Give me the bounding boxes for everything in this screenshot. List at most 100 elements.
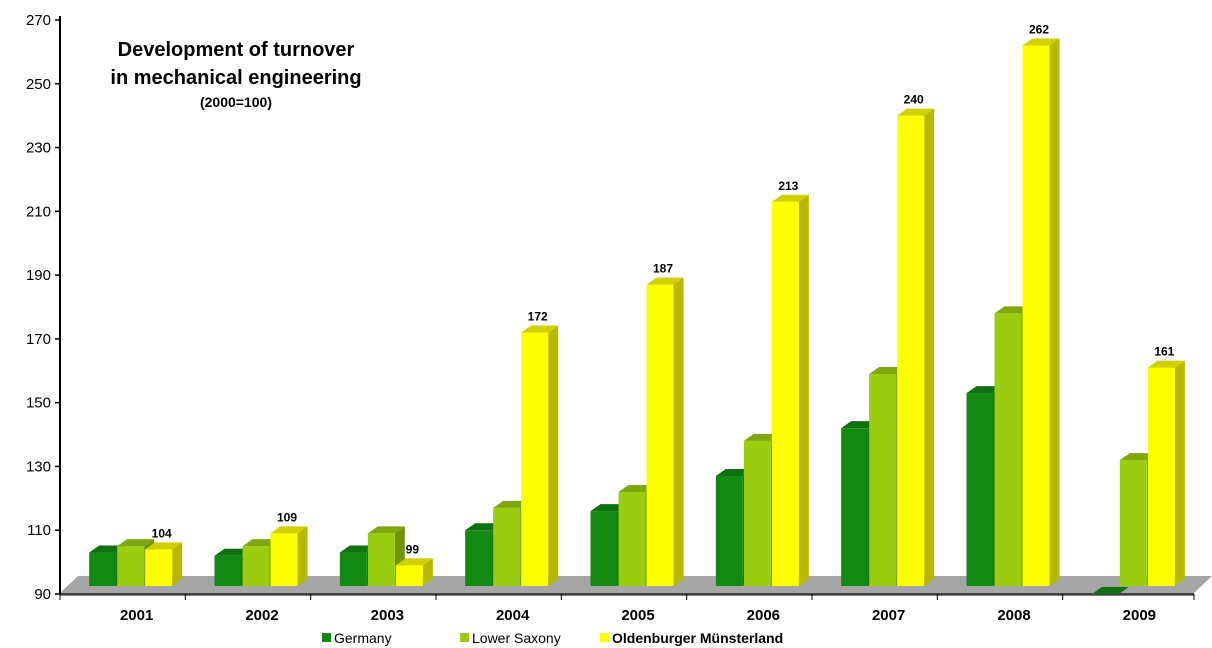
bar-front: [618, 491, 646, 586]
bar-top: [465, 523, 503, 531]
bar-front: [841, 428, 869, 586]
bar-top: [1119, 453, 1157, 461]
y-tick-label: 90: [34, 586, 51, 603]
bar-top: [841, 421, 879, 429]
bar-front: [869, 373, 897, 586]
bar-top: [214, 548, 252, 556]
y-tick-label: 150: [26, 395, 51, 412]
data-label: 109: [277, 510, 297, 524]
bar-front: [715, 476, 743, 586]
y-tick-label: 110: [27, 522, 51, 539]
bar-side: [297, 526, 308, 586]
bar-front: [339, 552, 367, 586]
y-axis: 90 110 130 150 170 190 210 230 250 270: [26, 12, 1195, 603]
x-tick-label: 2006: [747, 607, 780, 624]
bar-top: [521, 325, 559, 333]
bar-front: [117, 546, 145, 586]
bar-front: [1022, 45, 1050, 587]
bar-oldenburger-m-nsterland-2007: [897, 108, 935, 587]
bar-top: [618, 484, 656, 492]
y-tick-label: 130: [26, 458, 51, 475]
y-tick-label: 170: [26, 331, 51, 348]
bar-side: [548, 325, 559, 586]
chart-subtitle: (2000=100): [200, 94, 272, 110]
bar-front: [646, 284, 674, 586]
bar-front: [743, 440, 771, 586]
bar-side: [172, 542, 183, 586]
bar-oldenburger-m-nsterland-2004: [521, 325, 559, 586]
legend-label: Lower Saxony: [472, 630, 561, 646]
legend-swatch: [600, 633, 609, 642]
bar-front: [89, 552, 117, 586]
legend-label: Germany: [334, 630, 392, 646]
chart-title-line-2: in mechanical engineering: [110, 67, 361, 89]
bar-top: [966, 386, 1004, 394]
y-tick-label: 230: [26, 140, 51, 157]
y-tick-label: 210: [26, 203, 51, 220]
bar-oldenburger-m-nsterland-2003: [395, 558, 433, 586]
bar-oldenburger-m-nsterland-2009: [1147, 360, 1185, 586]
y-tick-label: 270: [26, 12, 51, 29]
bar-top: [994, 306, 1032, 314]
bar-top: [869, 366, 907, 374]
bar-oldenburger-m-nsterland-2005: [646, 277, 684, 586]
x-tick-label: 2002: [245, 607, 278, 624]
bar-top: [771, 194, 809, 202]
bar-top: [743, 433, 781, 441]
bar-top: [1022, 38, 1060, 46]
x-tick-label: 2008: [997, 607, 1030, 624]
bar-side: [422, 558, 433, 586]
bar-front: [145, 549, 173, 586]
chart-title-block: Development of turnover in mechanical en…: [110, 39, 361, 110]
legend-item-germany: Germany: [322, 630, 392, 646]
bar-top: [897, 108, 935, 116]
x-axis-labels: 2001 2002 2003 2004 2005 2006 2007 2008 2009: [120, 607, 1156, 624]
data-label: 213: [778, 179, 798, 193]
data-label: 262: [1029, 23, 1049, 37]
bar-top: [145, 542, 183, 550]
bar-side: [673, 277, 684, 586]
bar-front: [966, 393, 994, 586]
bar-top: [395, 558, 433, 566]
bar-front: [395, 565, 423, 586]
bar-front: [521, 332, 549, 586]
data-label: 99: [406, 542, 420, 556]
x-tick-label: 2004: [496, 607, 530, 624]
bar-side: [924, 108, 935, 587]
bar-top: [646, 277, 684, 285]
x-tick-label: 2003: [371, 607, 404, 624]
bar-front: [1119, 460, 1147, 586]
chart-title-line-1: Development of turnover: [118, 39, 355, 61]
bar-top: [117, 539, 155, 547]
bar-top: [1147, 360, 1185, 368]
bar-side: [1049, 38, 1060, 587]
bar-side: [798, 194, 809, 586]
bar-front: [1147, 367, 1175, 586]
x-tick-label: 2009: [1123, 607, 1156, 624]
bar-front: [994, 313, 1022, 586]
bar-front: [590, 511, 618, 586]
bar-front: [465, 530, 493, 586]
bar-front: [771, 201, 799, 586]
bar-front: [493, 507, 521, 586]
data-label: 161: [1154, 345, 1174, 359]
legend-item-oldenburger-m-nsterland: Oldenburger Münsterland: [600, 630, 783, 646]
legend-swatch: [460, 633, 469, 642]
bar-top: [339, 545, 377, 553]
bar-oldenburger-m-nsterland-2001: [145, 542, 183, 586]
legend-item-lower-saxony: Lower Saxony: [460, 630, 561, 646]
bar-top: [242, 539, 280, 547]
bar-germany-2009: [1091, 587, 1129, 594]
bar-oldenburger-m-nsterland-2002: [270, 526, 308, 586]
bar-side: [1174, 360, 1185, 586]
bar-top: [270, 526, 308, 534]
data-label: 104: [152, 526, 172, 540]
bar-front: [214, 555, 242, 586]
bars: [89, 38, 1185, 594]
bar-oldenburger-m-nsterland-2006: [771, 194, 809, 586]
y-tick-label: 190: [26, 267, 51, 284]
data-label: 187: [653, 262, 673, 276]
bar-top: [367, 526, 405, 534]
